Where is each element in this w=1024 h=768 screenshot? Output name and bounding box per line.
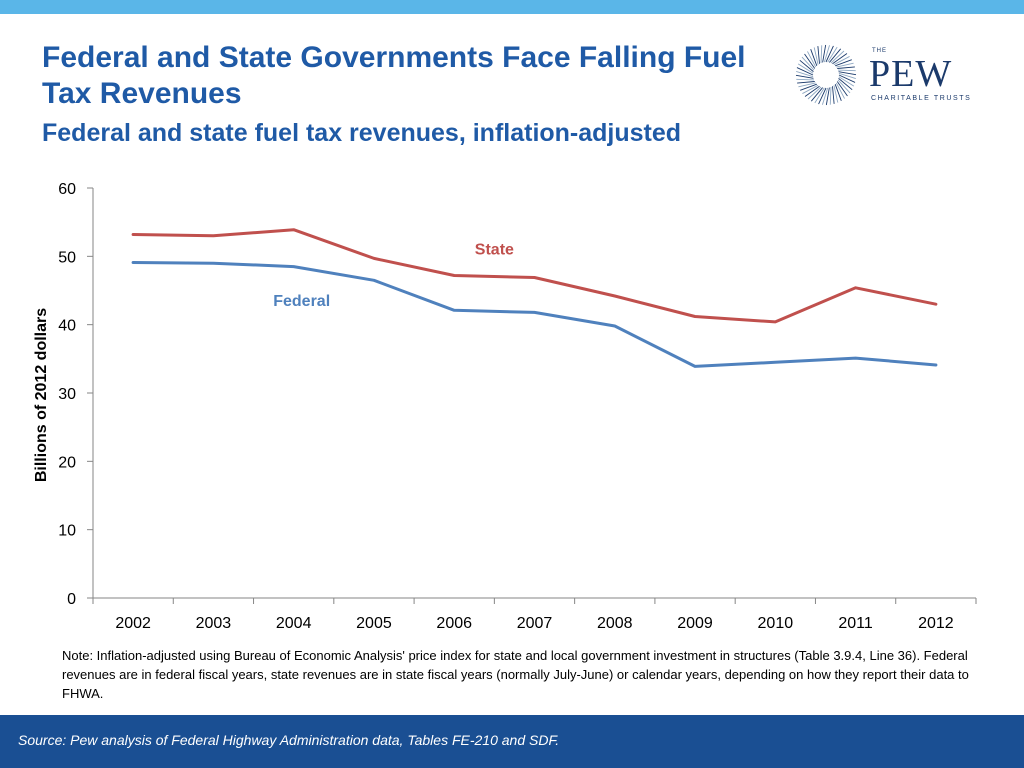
series-label-federal: Federal bbox=[273, 293, 330, 310]
sunburst-ray bbox=[799, 59, 814, 72]
sunburst-ray bbox=[827, 46, 838, 63]
sunburst-ray bbox=[796, 78, 815, 81]
sunburst-ray bbox=[801, 56, 815, 71]
y-tick-label: 10 bbox=[58, 523, 76, 540]
sunburst-ray bbox=[838, 72, 856, 79]
sunburst-ray bbox=[797, 81, 815, 84]
sunburst-ray bbox=[836, 81, 848, 97]
x-tick-label: 2010 bbox=[758, 615, 794, 632]
series-line-state bbox=[131, 228, 938, 324]
chart-note: Note: Inflation-adjusted using Bureau of… bbox=[62, 648, 969, 701]
sunburst-ray bbox=[832, 86, 835, 104]
sunburst-ray bbox=[834, 84, 842, 101]
x-tick-label: 2002 bbox=[115, 615, 151, 632]
x-tick-label: 2012 bbox=[918, 615, 954, 632]
chart-series bbox=[131, 228, 938, 368]
x-tick-label: 2008 bbox=[597, 615, 633, 632]
y-axis-title: Billions of 2012 dollars bbox=[33, 308, 50, 482]
sunburst-ray bbox=[810, 87, 823, 102]
sunburst-ray bbox=[823, 45, 830, 63]
pew-logo: THE PEW CHARITABLE TRUSTS bbox=[792, 40, 982, 116]
sunburst-ray bbox=[838, 71, 857, 76]
chart-axes: 0 10 20 30 40 50 60 2002 2003 2004 2005 2006 2007 200… bbox=[33, 181, 977, 632]
sunburst-ray bbox=[796, 71, 814, 78]
y-tick-label: 0 bbox=[67, 591, 76, 608]
page-title: Federal and State Governments Face Falli… bbox=[42, 41, 746, 110]
sunburst-ray bbox=[795, 74, 814, 79]
x-tick-label: 2004 bbox=[276, 615, 312, 632]
page-subtitle: Federal and state fuel tax revenues, inf… bbox=[42, 119, 682, 147]
x-tick-label: 2011 bbox=[838, 615, 873, 632]
sunburst-ray bbox=[838, 74, 856, 83]
sunburst-ray bbox=[800, 83, 817, 91]
sunburst-ray bbox=[832, 53, 848, 65]
y-tick-label: 20 bbox=[58, 454, 76, 471]
logo-name: PEW bbox=[869, 53, 953, 95]
sunburst-ray bbox=[822, 87, 829, 105]
series-line-federal bbox=[131, 261, 938, 368]
sunburst-ray bbox=[830, 50, 845, 64]
sunburst-ray bbox=[835, 59, 852, 67]
x-tick-label: 2003 bbox=[196, 615, 232, 632]
sunburst-icon bbox=[795, 44, 857, 106]
sunburst-ray bbox=[822, 44, 827, 63]
top-accent-bar bbox=[0, 0, 1024, 14]
sunburst-ray bbox=[804, 85, 820, 97]
sunburst-ray bbox=[810, 49, 818, 66]
sunburst-ray bbox=[796, 67, 814, 76]
sunburst-ray bbox=[797, 63, 814, 74]
y-tick-label: 50 bbox=[58, 249, 76, 266]
sunburst-ray bbox=[804, 53, 816, 69]
sunburst-ray bbox=[798, 82, 816, 88]
sunburst-ray bbox=[833, 56, 850, 66]
sunburst-ray bbox=[837, 69, 856, 72]
logo-tagline: CHARITABLE TRUSTS bbox=[871, 95, 972, 102]
footer-bar bbox=[0, 715, 1024, 768]
sunburst-ray bbox=[814, 87, 825, 104]
x-tick-label: 2009 bbox=[677, 615, 713, 632]
sunburst-ray bbox=[820, 45, 823, 64]
sunburst-ray bbox=[818, 87, 827, 105]
sunburst-ray bbox=[807, 51, 817, 68]
sunburst-ray bbox=[825, 45, 834, 63]
sunburst-ray bbox=[837, 66, 855, 69]
sunburst-ray bbox=[833, 85, 839, 103]
y-tick-label: 40 bbox=[58, 318, 76, 335]
y-tick-label: 60 bbox=[58, 181, 76, 198]
sunburst-ray bbox=[813, 47, 819, 65]
line-chart: 0 10 20 30 40 50 60 2002 2003 2004 2005 2006 2007 200… bbox=[33, 181, 977, 632]
sunburst-ray bbox=[807, 86, 822, 100]
logo-the: THE bbox=[872, 48, 887, 54]
chart-series-labels: State Federal bbox=[273, 241, 514, 309]
x-tick-label: 2005 bbox=[356, 615, 392, 632]
series-label-state: State bbox=[475, 241, 514, 258]
sunburst-ray bbox=[817, 46, 820, 64]
sunburst-ray bbox=[802, 84, 819, 94]
sunburst-ray bbox=[837, 79, 851, 94]
sunburst-ray bbox=[829, 86, 832, 105]
y-tick-label: 30 bbox=[58, 386, 76, 403]
sunburst-ray bbox=[825, 87, 830, 106]
sunburst-ray bbox=[838, 76, 855, 87]
sunburst-ray bbox=[838, 78, 853, 91]
x-tick-label: 2007 bbox=[517, 615, 553, 632]
sunburst-ray bbox=[829, 48, 842, 63]
sunburst-ray bbox=[836, 62, 854, 68]
sunburst-ray bbox=[835, 82, 845, 99]
source-text: Source: Pew analysis of Federal Highway … bbox=[18, 732, 560, 748]
x-tick-label: 2006 bbox=[436, 615, 472, 632]
